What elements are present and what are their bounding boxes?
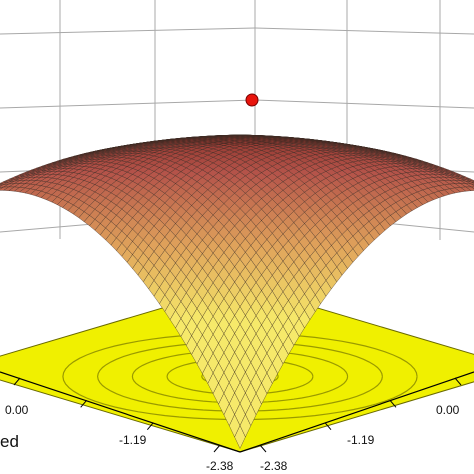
y-axis-tick-mark — [259, 444, 267, 453]
contour-line-2 — [131, 349, 349, 404]
x-axis-tick-mark — [13, 377, 21, 386]
optimum-point-marker — [245, 93, 259, 107]
y-tick-label-1: -1.19 — [347, 433, 375, 447]
y-tick-label-2: 0.00 — [436, 403, 460, 417]
y-axis-tick-mark — [389, 400, 397, 408]
floor-front-right-edge — [239, 371, 474, 453]
left-wall-grid-hline-1 — [0, 99, 256, 109]
response-surface-mesh — [0, 134, 474, 449]
right-wall-grid-hline-1 — [254, 99, 474, 109]
contour-line-4 — [62, 332, 418, 421]
floor-front-left-edge — [0, 371, 241, 453]
contour-line-3 — [96, 341, 383, 412]
left-wall-grid-hline-0 — [0, 27, 256, 35]
x-axis-tick-mark — [213, 444, 221, 453]
x-tick-label-0: 0.00 — [5, 403, 29, 417]
x-axis-label-fragment: ed — [0, 432, 19, 451]
x-axis-tick-mark — [80, 400, 88, 408]
y-axis-tick-mark — [324, 422, 332, 430]
y-tick-label-0: -2.38 — [260, 459, 288, 473]
floor-edges — [0, 371, 474, 453]
x-tick-label-1: -1.19 — [119, 433, 147, 447]
x-axis-tick-mark — [146, 422, 154, 430]
mesh-cell — [234, 425, 246, 449]
y-axis-tick-mark — [454, 377, 462, 386]
right-wall-grid-hline-0 — [254, 27, 474, 35]
x-tick-label-2: -2.38 — [206, 459, 234, 473]
